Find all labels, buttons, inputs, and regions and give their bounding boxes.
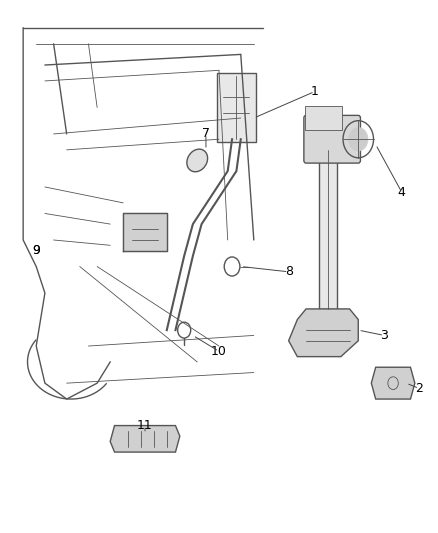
Text: 8: 8 [285, 265, 293, 278]
Text: 4: 4 [398, 186, 406, 199]
Text: 1: 1 [311, 85, 319, 98]
Text: 10: 10 [211, 345, 227, 358]
FancyBboxPatch shape [304, 115, 360, 163]
Text: 7: 7 [202, 127, 210, 140]
Text: 9: 9 [32, 244, 40, 257]
Polygon shape [289, 309, 358, 357]
Circle shape [349, 127, 368, 151]
FancyBboxPatch shape [217, 73, 256, 142]
FancyBboxPatch shape [319, 150, 336, 309]
Text: 3: 3 [381, 329, 389, 342]
Text: 11: 11 [137, 419, 153, 432]
FancyBboxPatch shape [305, 106, 342, 130]
Text: 2: 2 [415, 382, 423, 395]
Ellipse shape [187, 149, 208, 172]
Text: 9: 9 [32, 244, 40, 257]
Polygon shape [371, 367, 415, 399]
Polygon shape [123, 214, 167, 251]
Polygon shape [110, 425, 180, 452]
